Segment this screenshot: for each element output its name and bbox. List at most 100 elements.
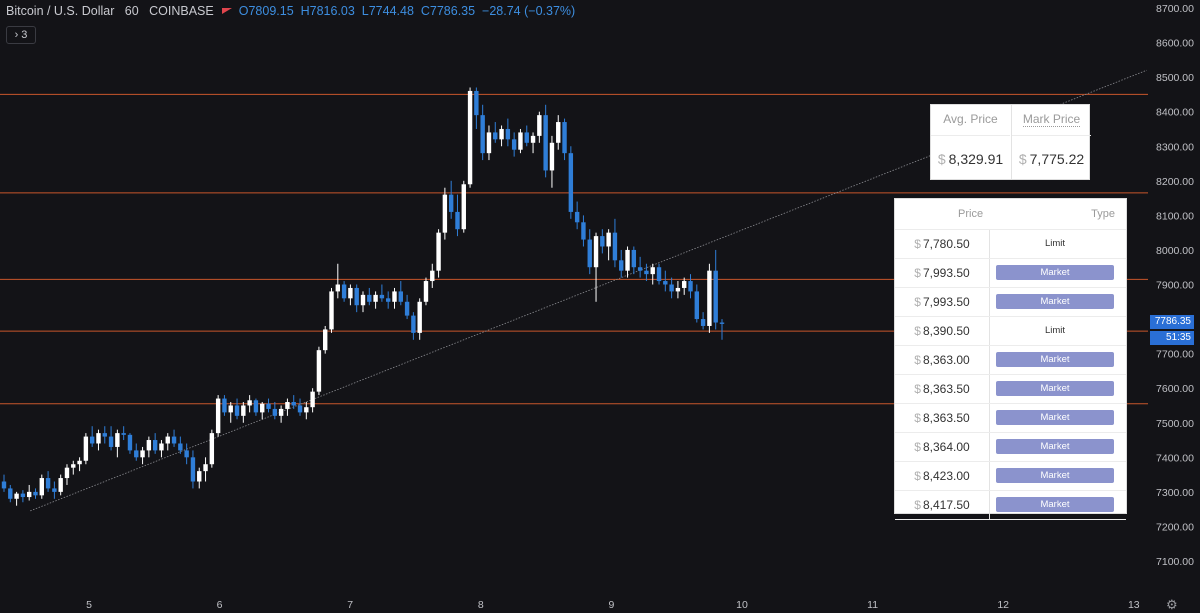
candle-body bbox=[461, 184, 466, 230]
candle-body bbox=[159, 443, 164, 451]
candle-body bbox=[423, 281, 429, 302]
candle-body bbox=[266, 403, 271, 409]
order-type-badge: Market bbox=[996, 468, 1114, 483]
time-axis-label: 8 bbox=[478, 599, 484, 611]
mark-price-header-label[interactable]: Mark Price bbox=[1022, 112, 1081, 127]
order-row[interactable]: $8,423.00 Market bbox=[895, 462, 1126, 491]
order-row[interactable]: $8,363.50 Market bbox=[895, 404, 1126, 433]
order-price-cell: $8,417.50 bbox=[895, 491, 990, 519]
price-axis-label: 8100.00 bbox=[1156, 210, 1194, 222]
order-price: 8,363.50 bbox=[922, 382, 970, 396]
candle-body bbox=[430, 270, 435, 282]
candle-body bbox=[234, 405, 240, 416]
candle-body bbox=[367, 294, 372, 302]
order-row[interactable]: $7,780.50 Limit bbox=[895, 230, 1126, 259]
mark-price-header: Mark Price bbox=[1012, 105, 1091, 136]
candle-body bbox=[96, 433, 101, 444]
candle-body bbox=[505, 128, 511, 140]
order-price-cell: $8,363.00 bbox=[895, 346, 990, 374]
currency-symbol: $ bbox=[914, 266, 921, 280]
candle-body bbox=[486, 132, 492, 154]
candle-body bbox=[152, 440, 158, 451]
order-row[interactable]: $8,364.00 Market bbox=[895, 433, 1126, 462]
candle-body bbox=[373, 294, 378, 302]
order-row[interactable]: $7,993.50 Market bbox=[895, 259, 1126, 288]
order-price: 8,423.00 bbox=[922, 469, 970, 483]
flag-icon[interactable] bbox=[221, 8, 232, 14]
candle-body bbox=[323, 329, 328, 351]
candle-body bbox=[121, 433, 126, 435]
candle-body bbox=[146, 440, 152, 451]
gear-icon[interactable]: ⚙ bbox=[1166, 597, 1178, 612]
indicators-count: 3 bbox=[21, 29, 28, 41]
candle-body bbox=[241, 405, 246, 416]
currency-symbol: $ bbox=[914, 498, 921, 512]
type-column-header: Type bbox=[1091, 208, 1115, 220]
price-axis-label: 7200.00 bbox=[1156, 521, 1194, 533]
price-axis-label: 8400.00 bbox=[1156, 107, 1194, 119]
interval-label[interactable]: 60 bbox=[124, 4, 139, 18]
order-row[interactable]: $8,417.50 Market bbox=[895, 491, 1126, 520]
candle-body bbox=[543, 115, 548, 171]
order-row[interactable]: $8,363.00 Market bbox=[895, 346, 1126, 375]
order-type-badge: Market bbox=[996, 439, 1114, 454]
candle-body bbox=[316, 350, 322, 392]
candle-body bbox=[14, 493, 19, 499]
price-axis-label: 8500.00 bbox=[1156, 72, 1194, 84]
order-row[interactable]: $8,390.50 Limit bbox=[895, 317, 1126, 346]
orders-header: Price Type bbox=[895, 199, 1126, 230]
candle-body bbox=[455, 211, 460, 230]
candle-body bbox=[165, 436, 170, 444]
indicators-toggle-button[interactable]: › 3 bbox=[6, 26, 36, 44]
candle-body bbox=[625, 249, 630, 271]
candle-body bbox=[291, 402, 296, 406]
time-axis-label: 12 bbox=[997, 599, 1009, 611]
symbol-name[interactable]: Bitcoin / U.S. Dollar bbox=[6, 4, 115, 18]
order-row[interactable]: $8,363.50 Market bbox=[895, 375, 1126, 404]
candle-body bbox=[631, 249, 637, 268]
orders-panel: Price Type $7,780.50 Limit $7,993.50 Market… bbox=[894, 198, 1127, 520]
candle-body bbox=[688, 281, 693, 292]
order-price: 7,780.50 bbox=[922, 237, 970, 251]
candle-body bbox=[556, 122, 561, 143]
candle-body bbox=[228, 405, 233, 413]
candle-body bbox=[442, 194, 448, 233]
candle-body bbox=[209, 433, 215, 465]
candle-body bbox=[33, 491, 38, 496]
order-price-cell: $7,993.50 bbox=[895, 288, 990, 316]
candle-body bbox=[593, 236, 599, 268]
order-row[interactable]: $7,993.50 Market bbox=[895, 288, 1126, 317]
candle-body bbox=[77, 460, 82, 465]
order-price-cell: $8,364.00 bbox=[895, 433, 990, 461]
order-price: 8,363.50 bbox=[922, 411, 970, 425]
currency-symbol: $ bbox=[1018, 151, 1027, 167]
candle-body bbox=[448, 194, 454, 212]
candle-body bbox=[360, 294, 366, 306]
candle-body bbox=[297, 405, 303, 413]
currency-symbol: $ bbox=[914, 353, 921, 367]
candle-body bbox=[392, 291, 397, 302]
candle-body bbox=[549, 142, 555, 171]
candle-body bbox=[178, 443, 183, 451]
currency-symbol: $ bbox=[914, 440, 921, 454]
candle-body bbox=[26, 491, 32, 498]
price-axis-label: 8300.00 bbox=[1156, 141, 1194, 153]
order-price: 8,363.00 bbox=[922, 353, 970, 367]
candle-body bbox=[404, 301, 410, 316]
time-axis-label: 9 bbox=[608, 599, 614, 611]
high-value: H7816.03 bbox=[300, 4, 355, 18]
candle-body bbox=[285, 402, 290, 409]
candle-body bbox=[682, 281, 687, 288]
candle-body bbox=[83, 436, 89, 461]
chevron-right-icon: › bbox=[14, 29, 19, 41]
price-axis-label: 7300.00 bbox=[1156, 487, 1194, 499]
candle-body bbox=[650, 267, 655, 275]
mark-price-value: 7,775.22 bbox=[1029, 151, 1085, 167]
candle-body bbox=[644, 270, 649, 275]
mark-price-value-cell: $7,775.22 bbox=[1012, 136, 1091, 180]
price-axis-label: 7500.00 bbox=[1156, 418, 1194, 430]
candle-body bbox=[530, 135, 536, 143]
order-price-cell: $7,780.50 bbox=[895, 230, 990, 258]
candle-body bbox=[171, 436, 177, 444]
